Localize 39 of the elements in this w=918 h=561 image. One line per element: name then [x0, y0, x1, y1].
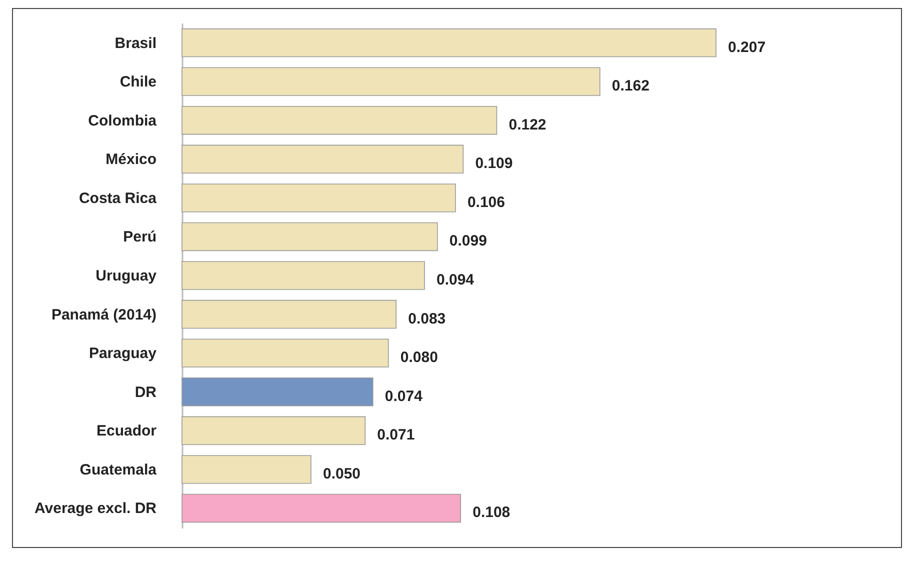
data-label: 0.108: [472, 504, 510, 522]
data-label: 0.106: [467, 194, 505, 211]
y-tick-label: Paraguay: [88, 345, 158, 362]
data-label: 0.071: [377, 426, 415, 444]
y-tick-label: Guatemala: [80, 461, 158, 478]
y-tick-label: Colombia: [88, 112, 158, 130]
data-label: 0.122: [508, 116, 546, 134]
bar: [182, 67, 600, 96]
bar: [182, 106, 498, 135]
bar: [182, 455, 312, 484]
data-label: 0.074: [384, 388, 424, 405]
y-tick-label: Panamá (2014): [51, 306, 156, 324]
bar: [182, 300, 397, 329]
data-label: 0.207: [728, 38, 766, 56]
y-tick-label: México: [106, 151, 156, 168]
data-label: 0.162: [612, 78, 650, 95]
bar: [182, 416, 366, 446]
y-tick-label: Brasil: [114, 34, 156, 52]
y-tick-label: DR: [134, 384, 157, 401]
bar: [182, 28, 716, 58]
y-tick-label: Chile: [120, 74, 156, 91]
bar: [182, 377, 374, 406]
y-tick-label: Uruguay: [96, 268, 158, 284]
bar: [182, 184, 456, 212]
data-label: 0.109: [475, 155, 513, 172]
bar: [182, 144, 464, 174]
bar: [182, 494, 462, 523]
data-label: 0.083: [408, 310, 446, 328]
data-label: 0.094: [436, 272, 475, 288]
data-label: 0.080: [400, 349, 438, 366]
data-label: 0.050: [322, 465, 361, 482]
bar: [182, 338, 389, 368]
bar: [182, 261, 425, 290]
bar: [182, 222, 438, 252]
y-tick-label: Ecuador: [96, 422, 157, 440]
y-tick-label: Costa Rica: [78, 190, 158, 207]
y-tick-label: Average excl. DR: [34, 500, 157, 518]
data-label: 0.099: [449, 232, 487, 250]
y-tick-label: Perú: [123, 228, 156, 246]
